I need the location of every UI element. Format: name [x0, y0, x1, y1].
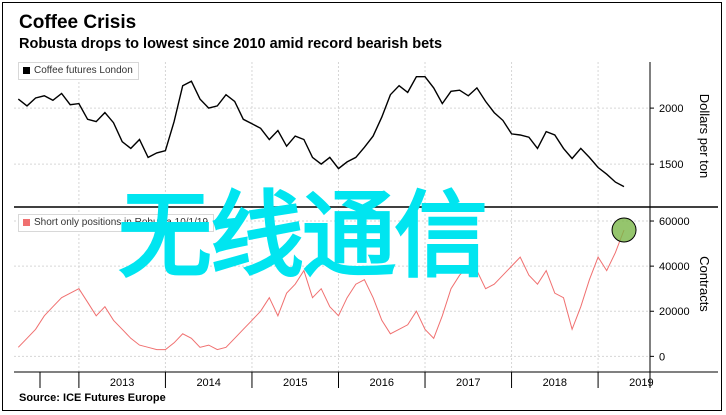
legend-top: Coffee futures London: [18, 62, 139, 80]
chart-title: Coffee Crisis: [19, 12, 137, 33]
series-line-coffee-futures: [17, 75, 625, 188]
legend-swatch-top: [23, 66, 30, 74]
x-tick-label: 2016: [370, 377, 394, 389]
x-tick-label: 2018: [543, 377, 567, 389]
x-tick-label: 2014: [196, 377, 220, 389]
legend-swatch-bottom: [23, 218, 30, 226]
y-tick-label: 20000: [659, 306, 690, 318]
x-tick-label: 2013: [110, 377, 134, 389]
y-tick-label: 60000: [659, 216, 690, 228]
x-tick-label: 2017: [456, 377, 480, 389]
y-tick-label: 40000: [659, 261, 690, 273]
y-tick-label: 2000: [659, 103, 683, 115]
watermark-text: 无线通信: [118, 182, 488, 291]
source-note: Source: ICE Futures Europe: [19, 392, 166, 404]
y-tick-label: 1500: [659, 159, 683, 171]
legend-label-bottom: Short only positions in Robusta 10/1/19: [34, 217, 208, 228]
x-tick-label: 2015: [283, 377, 307, 389]
series-line-short-positions: [17, 229, 625, 351]
legend-label-top: Coffee futures London: [34, 65, 133, 76]
y-tick-label: 0: [659, 351, 665, 363]
y-axis-title-top: Dollars per ton: [697, 94, 712, 179]
chart-subtitle: Robusta drops to lowest since 2010 amid …: [19, 36, 443, 52]
x-tick-label: 2019: [629, 377, 653, 389]
y-axis-title-bottom: Contracts: [697, 256, 712, 312]
highlight-marker: [611, 217, 637, 243]
legend-bottom: Short only positions in Robusta 10/1/19: [18, 214, 214, 232]
